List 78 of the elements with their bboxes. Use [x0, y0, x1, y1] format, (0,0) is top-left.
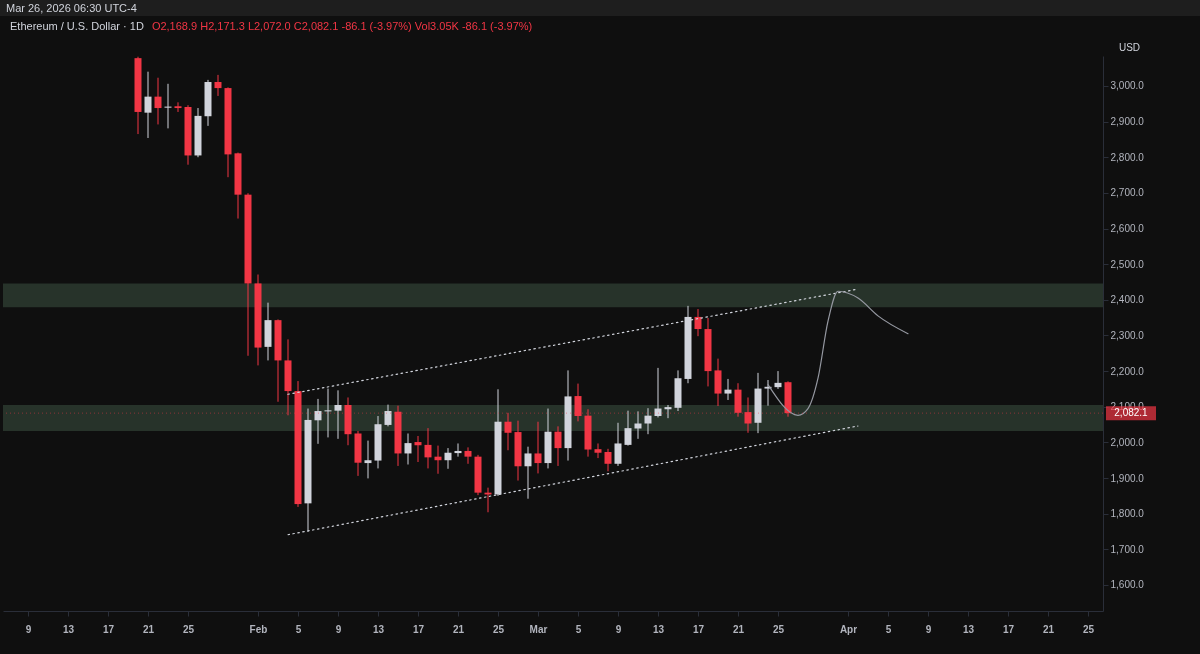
- candlestick: [314, 398, 322, 445]
- y-tick-label: 2,000.0: [1110, 436, 1145, 448]
- candlestick: [694, 308, 702, 337]
- x-tick-label: 13: [372, 623, 385, 635]
- y-tick-label: 3,000.0: [1110, 80, 1145, 92]
- y-tick-label: 1,700.0: [1110, 543, 1145, 555]
- candlestick: [144, 71, 152, 139]
- candlestick: [444, 447, 452, 470]
- candlestick: [624, 410, 632, 447]
- x-tick-label: 25: [1082, 623, 1095, 635]
- text: Mar 26, 2026 06:30 UTC-4: [0, 0, 1200, 16]
- x-tick-label: Mar: [529, 623, 548, 635]
- candlestick: [334, 389, 342, 440]
- y-tick-label: 2,500.0: [1110, 258, 1145, 270]
- x-tick-label: 25: [492, 623, 505, 635]
- candlestick: [464, 446, 472, 465]
- candlestick: [604, 448, 612, 472]
- candlestick: [644, 407, 652, 435]
- x-tick-label: 25: [772, 623, 785, 635]
- y-tick-label: 2,200.0: [1110, 365, 1145, 377]
- candlestick: [424, 427, 432, 469]
- candlestick: [384, 404, 392, 427]
- candlestick: [734, 382, 742, 418]
- y-tick-label: 2,700.0: [1110, 187, 1145, 199]
- candlestick: [524, 446, 532, 500]
- candlestick: [164, 83, 172, 129]
- x-tick-label: 13: [652, 623, 665, 635]
- candlestick: [414, 435, 422, 463]
- y-tick-label: 2,300.0: [1110, 329, 1145, 341]
- candlestick: [504, 412, 512, 451]
- x-tick-label: 21: [142, 623, 155, 635]
- x-tick-label: 17: [692, 623, 705, 635]
- candlestick: [154, 77, 162, 125]
- x-tick-label: 21: [1042, 623, 1055, 635]
- x-tick-label: 21: [452, 623, 465, 635]
- candlestick: [574, 383, 582, 422]
- x-tick-label: 9: [925, 623, 932, 635]
- x-tick-label: 21: [732, 623, 745, 635]
- x-tick-label: 5: [295, 623, 302, 635]
- x-tick-label: 13: [962, 623, 975, 635]
- x-tick-label: 17: [102, 623, 115, 635]
- x-tick-label: 17: [412, 623, 425, 635]
- x-tick-label: Apr: [839, 623, 858, 635]
- x-tick-label: Feb: [249, 623, 268, 635]
- candlestick: [654, 367, 662, 418]
- candlestick: [214, 74, 222, 97]
- x-tick-label: 9: [615, 623, 622, 635]
- x-tick-label: 9: [25, 623, 32, 635]
- candlestick: [664, 404, 672, 419]
- x-tick-label: 5: [885, 623, 892, 635]
- candlestick: [714, 358, 722, 407]
- candlestick: [454, 442, 462, 458]
- y-tick-label: 2,600.0: [1110, 223, 1145, 235]
- y-tick-label: 1,600.0: [1110, 579, 1145, 591]
- y-axis-title: USD: [1118, 41, 1141, 53]
- x-tick-label: 25: [182, 623, 195, 635]
- y-tick-label: 2,400.0: [1110, 294, 1145, 306]
- candlestick: [404, 432, 412, 465]
- candlestick: [744, 396, 752, 434]
- chart-subtitle: O2,168.9 H2,171.3 L2,072.0 C2,082.1 -86.1 (-3.97%) Vol3.05K -86.1 (-3.97%): [151, 20, 533, 32]
- x-tick-label: 17: [1002, 623, 1015, 635]
- candlestick: [724, 378, 732, 401]
- y-tick-label: 1,900.0: [1110, 472, 1145, 484]
- candlestick: [614, 422, 622, 467]
- y-tick-label: 2,800.0: [1110, 151, 1145, 163]
- candlestick: [774, 370, 782, 390]
- chart-title: Ethereum / U.S. Dollar · 1D: [10, 20, 144, 32]
- x-tick-label: 9: [335, 623, 342, 635]
- y-tick-label: 1,800.0: [1110, 508, 1145, 520]
- candlestick: [534, 421, 542, 474]
- x-tick-label: 5: [575, 623, 582, 635]
- candlestick: [594, 442, 602, 459]
- candlestick: [364, 440, 372, 479]
- candlestick: [174, 101, 182, 113]
- y-tick-label: 2,900.0: [1110, 116, 1145, 128]
- candlestick: [554, 425, 562, 467]
- candlestick: [764, 379, 772, 407]
- x-tick-label: 13: [62, 623, 75, 635]
